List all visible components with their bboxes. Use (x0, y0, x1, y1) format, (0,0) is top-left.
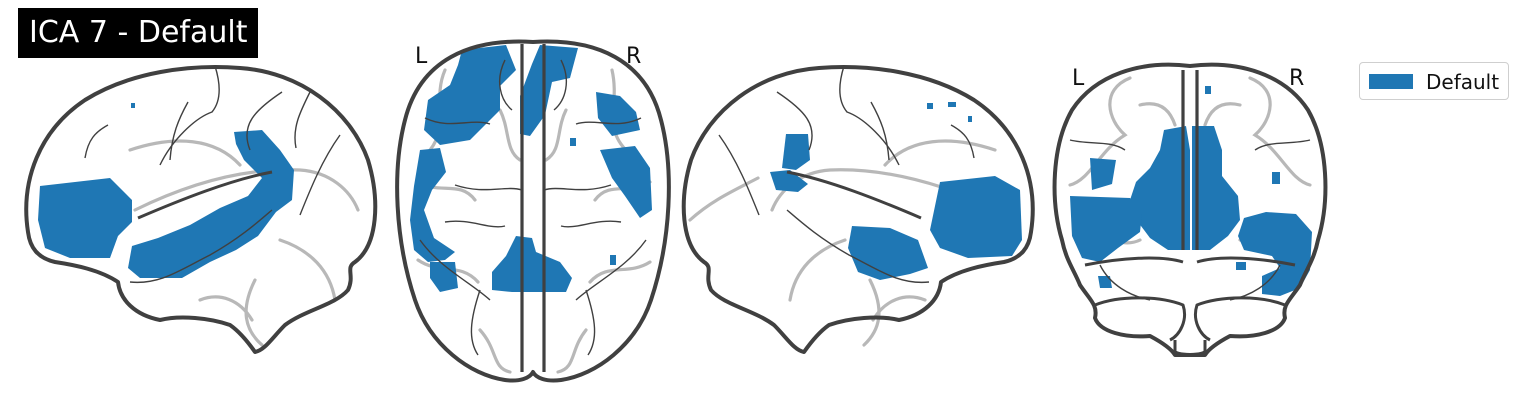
axial-right-label: R (626, 44, 642, 69)
figure-title: ICA 7 - Default (18, 8, 259, 58)
axial-view (395, 39, 671, 383)
sagittal-left-view (24, 65, 378, 354)
coronal-right-label: R (1289, 66, 1305, 91)
axial-left-label: L (415, 44, 428, 69)
coronal-left-label: L (1072, 66, 1085, 91)
legend-label: Default (1426, 70, 1500, 94)
coronal-view (1052, 62, 1328, 357)
legend-swatch (1369, 74, 1413, 89)
legend: Default (1359, 62, 1509, 100)
sagittal-right-view (681, 65, 1035, 354)
